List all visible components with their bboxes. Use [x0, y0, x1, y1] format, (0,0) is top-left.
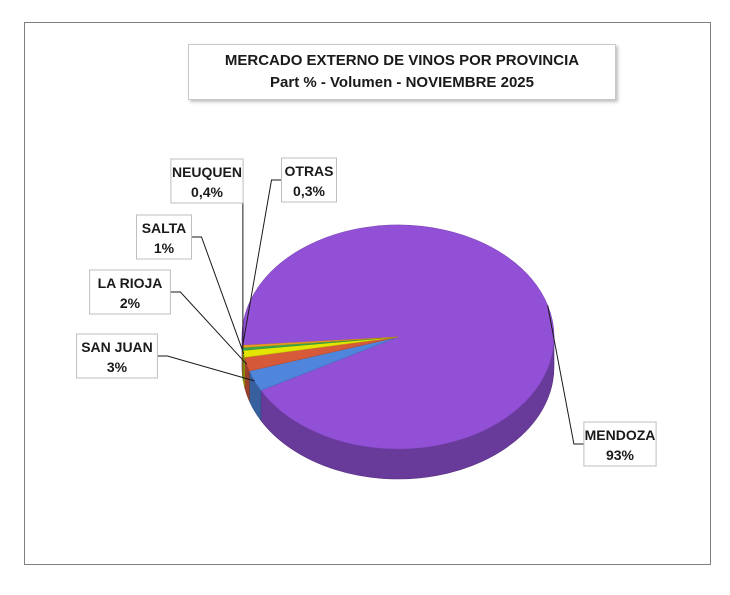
- data-label-name-salta: SALTA: [142, 220, 187, 236]
- data-label-name-mendoza: MENDOZA: [585, 427, 656, 443]
- data-label-box-mendoza: [583, 421, 657, 467]
- data-label-name-otras: OTRAS: [285, 163, 334, 179]
- data-label-box-la-rioja: [89, 269, 171, 315]
- data-label-name-la-rioja: LA RIOJA: [98, 275, 163, 291]
- data-label-box-salta: [136, 214, 192, 260]
- leader-line-san-juan: [157, 355, 255, 382]
- chart-title-box: MERCADO EXTERNO DE VINOS POR PROVINCIA P…: [188, 44, 616, 100]
- data-label-value-san-juan: 3%: [107, 359, 128, 375]
- data-label-value-otras: 0,3%: [293, 183, 325, 199]
- leader-line-salta: [191, 236, 245, 354]
- leader-line-la-rioja: [170, 291, 248, 365]
- data-label-box-san-juan: [76, 333, 158, 379]
- data-label-value-salta: 1%: [154, 240, 175, 256]
- data-label-value-neuquen: 0,4%: [191, 184, 223, 200]
- leader-line-otras: [242, 179, 282, 347]
- data-label-value-la-rioja: 2%: [120, 295, 141, 311]
- data-label-box-otras: [281, 157, 337, 203]
- data-label-box-neuquen: [170, 158, 244, 204]
- leader-line-mendoza: [547, 305, 584, 445]
- chart-subtitle: Part % - Volumen - NOVIEMBRE 2025: [270, 74, 534, 91]
- chart-title: MERCADO EXTERNO DE VINOS POR PROVINCIA: [224, 52, 580, 69]
- data-label-name-san-juan: SAN JUAN: [81, 339, 153, 355]
- data-labels: MENDOZA 93% SAN JUAN 3% LA RIOJA 2% SALTA 1% NEU…: [76, 157, 657, 467]
- data-label-value-mendoza: 93%: [606, 447, 635, 463]
- pie-slices: [241, 224, 555, 450]
- data-label-name-neuquen: NEUQUEN: [172, 164, 242, 180]
